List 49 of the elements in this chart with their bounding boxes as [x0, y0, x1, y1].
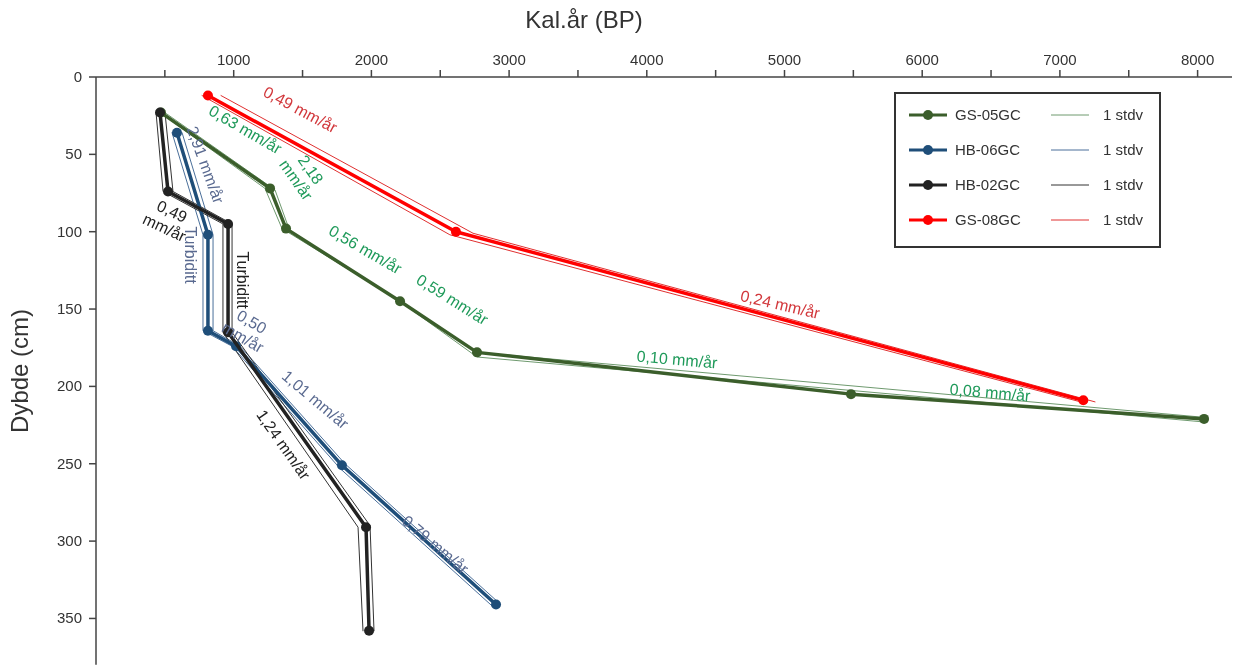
- y-tick-label: 100: [56, 222, 82, 240]
- legend-label: 1 stdv: [1103, 106, 1144, 123]
- legend-label: GS-08GC: [955, 211, 1022, 228]
- y-tick-label: 0: [73, 68, 82, 85]
- y-tick-label: 250: [56, 454, 82, 472]
- point: [281, 223, 292, 234]
- point: [202, 229, 213, 240]
- y-tick-label: 200: [56, 377, 82, 395]
- x-tick-label: 6000: [905, 51, 939, 68]
- point: [450, 226, 461, 237]
- x-tick-label: 8000: [1180, 51, 1215, 68]
- legend-label: 1 stdv: [1103, 141, 1144, 158]
- x-tick-label: 5000: [767, 51, 802, 68]
- point: [472, 347, 483, 358]
- legend-label: HB-02GC: [955, 176, 1021, 193]
- annotation: 0,24 mm/år: [738, 287, 823, 323]
- y-tick-label: 350: [56, 609, 82, 627]
- y-axis-title: Dybde (cm): [6, 308, 33, 433]
- x-tick-label: 1000: [217, 51, 251, 68]
- y-tick-label: 300: [56, 532, 82, 550]
- legend-label: 1 stdv: [1103, 176, 1144, 193]
- legend-label: 1 stdv: [1103, 211, 1144, 228]
- x-tick-label: 4000: [630, 51, 664, 68]
- point: [265, 183, 276, 194]
- annotation: 0,08 mm/år: [949, 380, 1032, 405]
- x-tick-label: 7000: [1043, 51, 1077, 68]
- x-tick-label: 2000: [354, 51, 389, 68]
- legend-label: GS-05GC: [955, 106, 1022, 123]
- legend-label: HB-06GC: [955, 141, 1021, 158]
- point: [223, 218, 234, 229]
- point: [163, 186, 174, 197]
- point: [846, 389, 857, 400]
- point: [171, 127, 182, 138]
- annotation: 2,91 mm/år: [183, 123, 228, 207]
- y-tick-label: 50: [65, 145, 82, 163]
- point: [491, 599, 502, 610]
- point: [202, 325, 213, 336]
- point: [1199, 413, 1210, 424]
- point: [336, 460, 347, 471]
- point: [202, 90, 213, 101]
- annotation: 0,10 mm/år: [636, 347, 719, 372]
- point: [364, 625, 375, 636]
- y-tick-label: 150: [56, 300, 82, 318]
- x-tick-label: 3000: [492, 51, 526, 68]
- point: [395, 296, 406, 307]
- point: [361, 522, 372, 533]
- point: [1078, 395, 1089, 406]
- x-axis-title: Kal.år (BP): [525, 6, 643, 33]
- annotation: Turbiditt: [234, 251, 251, 310]
